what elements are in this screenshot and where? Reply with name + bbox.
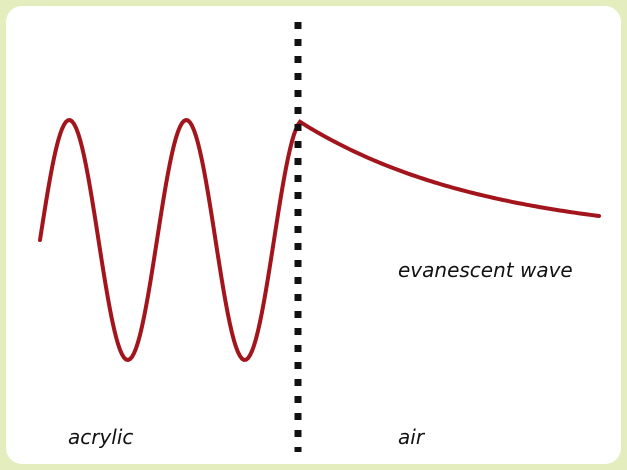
wave-curve	[38, 117, 601, 363]
air-label: air	[398, 425, 426, 449]
wave-label: evanescent wave	[398, 258, 573, 282]
panel	[6, 6, 621, 464]
acrylic-label: acrylic	[68, 425, 133, 449]
